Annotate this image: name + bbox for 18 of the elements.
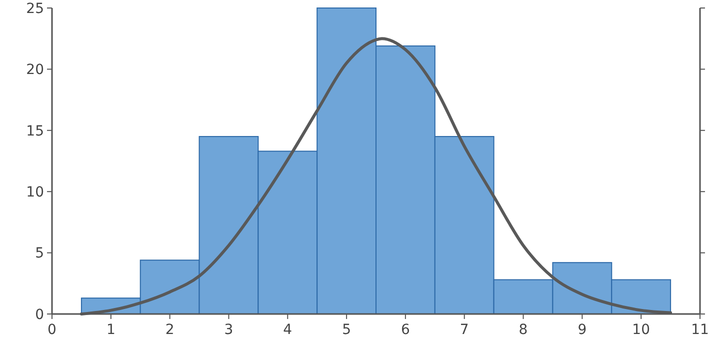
x-tick-label: 4 — [283, 322, 292, 338]
x-tick-label: 0 — [48, 322, 56, 338]
x-tick-label: 7 — [460, 322, 469, 338]
y-tick-label: 5 — [35, 246, 44, 262]
x-tick-label: 3 — [224, 322, 234, 338]
x-tick-label: 5 — [342, 322, 352, 338]
x-tick-label: 11 — [691, 322, 709, 338]
x-tick-label: 1 — [106, 322, 116, 338]
x-tick-label: 8 — [518, 322, 528, 338]
x-tick-label: 2 — [165, 322, 174, 338]
y-tick-label: 25 — [26, 0, 44, 17]
y-tick-label: 0 — [35, 306, 44, 323]
y-tick-label: 20 — [26, 62, 44, 78]
x-tick-label: 6 — [400, 322, 410, 338]
y-tick-label: 10 — [26, 184, 44, 200]
x-tick-label: 10 — [632, 322, 650, 338]
y-tick-label: 15 — [26, 123, 44, 140]
x-tick-label: 9 — [578, 322, 587, 338]
